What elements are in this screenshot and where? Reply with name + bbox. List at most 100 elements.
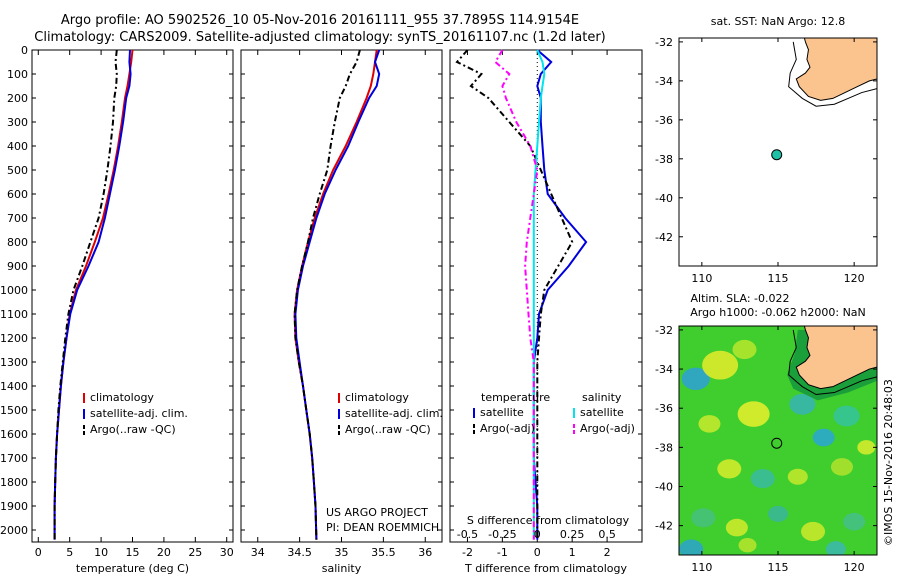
sla-anomaly (768, 505, 788, 522)
y-tick-label: 600 (7, 188, 28, 201)
sla-anomaly (698, 415, 721, 433)
title-line-1: Argo profile: AO 5902526_10 05-Nov-2016 … (60, 13, 580, 28)
x-axis-label: T difference from climatology (464, 562, 627, 575)
panel-temperature: 0 5 10 15 20 25 300100200300400500600700800900… (0, 44, 234, 575)
y-tick-label: -36 (655, 114, 673, 127)
sla-anomaly (812, 428, 835, 447)
sla-anomaly (857, 440, 876, 455)
map-area (788, 38, 877, 107)
y-tick-label: 1800 (0, 476, 28, 489)
top-tick-label: 0.25 (560, 528, 585, 541)
top-tick-label: -0.25 (488, 528, 516, 541)
top-axis-label: S difference from climatology (467, 514, 630, 527)
x-tick-label: 34 (251, 546, 265, 559)
x-tick-label: 115 (768, 561, 789, 574)
y-tick-label: -34 (655, 363, 673, 376)
x-tick-label: -2 (462, 546, 473, 559)
argo-location-marker (771, 437, 783, 449)
sla-anomaly (725, 518, 748, 537)
panel-sst_map: 110 115 120 -32 -34 -36 -38 -40 -42 sat. SST: NaN… (655, 15, 878, 285)
y-tick-label: -32 (655, 36, 673, 49)
y-tick-label: 100 (7, 68, 28, 81)
y-tick-label: -34 (655, 75, 673, 88)
y-tick-label: -38 (655, 153, 673, 166)
panel-difference: -2 -1 0 1 2 T difference from climatology S di… (449, 49, 643, 575)
y-tick-label: 300 (7, 116, 28, 129)
x-tick-label: -1 (497, 546, 508, 559)
series-line (455, 49, 574, 540)
sla-anomaly (681, 367, 710, 391)
australia-land (795, 326, 877, 390)
x-tick-label: 110 (691, 272, 712, 285)
x-tick-label: 30 (220, 546, 234, 559)
y-tick-label: -40 (655, 192, 673, 205)
series-line (494, 49, 539, 540)
sla-anomaly (691, 508, 716, 528)
legend-label: climatology (345, 391, 409, 404)
top-tick-label: 0 (534, 528, 541, 541)
title-line-2: Climatology: CARS2009. Satellite-adjuste… (34, 30, 606, 45)
credit-pi: PI: DEAN ROEMMICH (326, 521, 439, 534)
legend-label: Argo(-adj) (480, 422, 535, 435)
y-tick-label: 700 (7, 212, 28, 225)
y-tick-label: 1300 (0, 356, 28, 369)
sla-anomaly (737, 401, 770, 427)
panel-salinity: 34 34.5 35 35.5 36 salinity climatology satelli… (240, 49, 443, 575)
x-tick-label: 15 (126, 546, 140, 559)
panel-sla_map: 110 115 120 -32 -34 -36 -38 -40 -42 Altim. SLA: -… (655, 292, 878, 574)
x-tick-label: 110 (691, 561, 712, 574)
australia-land (795, 38, 877, 101)
x-tick-label: 20 (157, 546, 171, 559)
y-tick-label: 500 (7, 164, 28, 177)
y-tick-label: 1500 (0, 404, 28, 417)
x-tick-label: 35 (335, 546, 349, 559)
x-tick-label: 120 (844, 561, 865, 574)
isobath-line (788, 329, 877, 396)
series-line (293, 49, 361, 540)
x-tick-label: 115 (768, 272, 789, 285)
credit-project: US ARGO PROJECT (326, 506, 428, 519)
legend-label: satellite-adj. clim. (90, 407, 188, 420)
x-tick-label: 1 (569, 546, 576, 559)
isobath-line (788, 41, 877, 107)
y-tick-label: -42 (655, 520, 673, 533)
top-tick-label: -0.5 (457, 528, 478, 541)
x-axis-label: temperature (deg C) (76, 562, 189, 575)
y-tick-label: 1100 (0, 308, 28, 321)
x-axis-label: salinity (322, 562, 362, 575)
sla-anomaly (830, 458, 853, 476)
sla-anomaly (787, 468, 808, 485)
x-tick-label: 2 (604, 546, 611, 559)
sla-anomaly (843, 512, 866, 531)
sla-anomaly (732, 339, 757, 360)
sla-anomaly (717, 459, 742, 479)
x-tick-label: 0 (35, 546, 42, 559)
y-tick-label: 900 (7, 260, 28, 273)
sla-title-2: Argo h1000: -0.062 h2000: NaN (690, 306, 866, 319)
map-area (679, 326, 877, 555)
y-tick-label: 2000 (0, 524, 28, 537)
y-tick-label: 400 (7, 140, 28, 153)
x-tick-label: 25 (188, 546, 202, 559)
x-tick-label: 34.5 (287, 546, 312, 559)
sst-title: sat. SST: NaN Argo: 12.8 (711, 15, 845, 28)
sla-anomaly (702, 350, 739, 380)
argo-location-marker (771, 149, 783, 161)
y-tick-label: -32 (655, 324, 673, 337)
sla-anomaly (679, 539, 704, 555)
legend-label: climatology (90, 391, 154, 404)
y-tick-label: -38 (655, 441, 673, 454)
y-tick-label: 1200 (0, 332, 28, 345)
y-tick-label: 1000 (0, 284, 28, 297)
sla-anomaly (750, 469, 775, 489)
sla-title-1: Altim. SLA: -0.022 (690, 292, 789, 305)
imos-credit: ©IMOS 15-Nov-2016 20:48:03 (882, 379, 895, 546)
y-tick-label: -40 (655, 480, 673, 493)
y-tick-label: 0 (21, 44, 28, 57)
y-tick-label: 1600 (0, 428, 28, 441)
legend-label: Argo(-adj) (580, 422, 635, 435)
series-line (53, 49, 118, 540)
legend-label: Argo(..raw -QC) (345, 423, 431, 436)
x-tick-label: 5 (66, 546, 73, 559)
